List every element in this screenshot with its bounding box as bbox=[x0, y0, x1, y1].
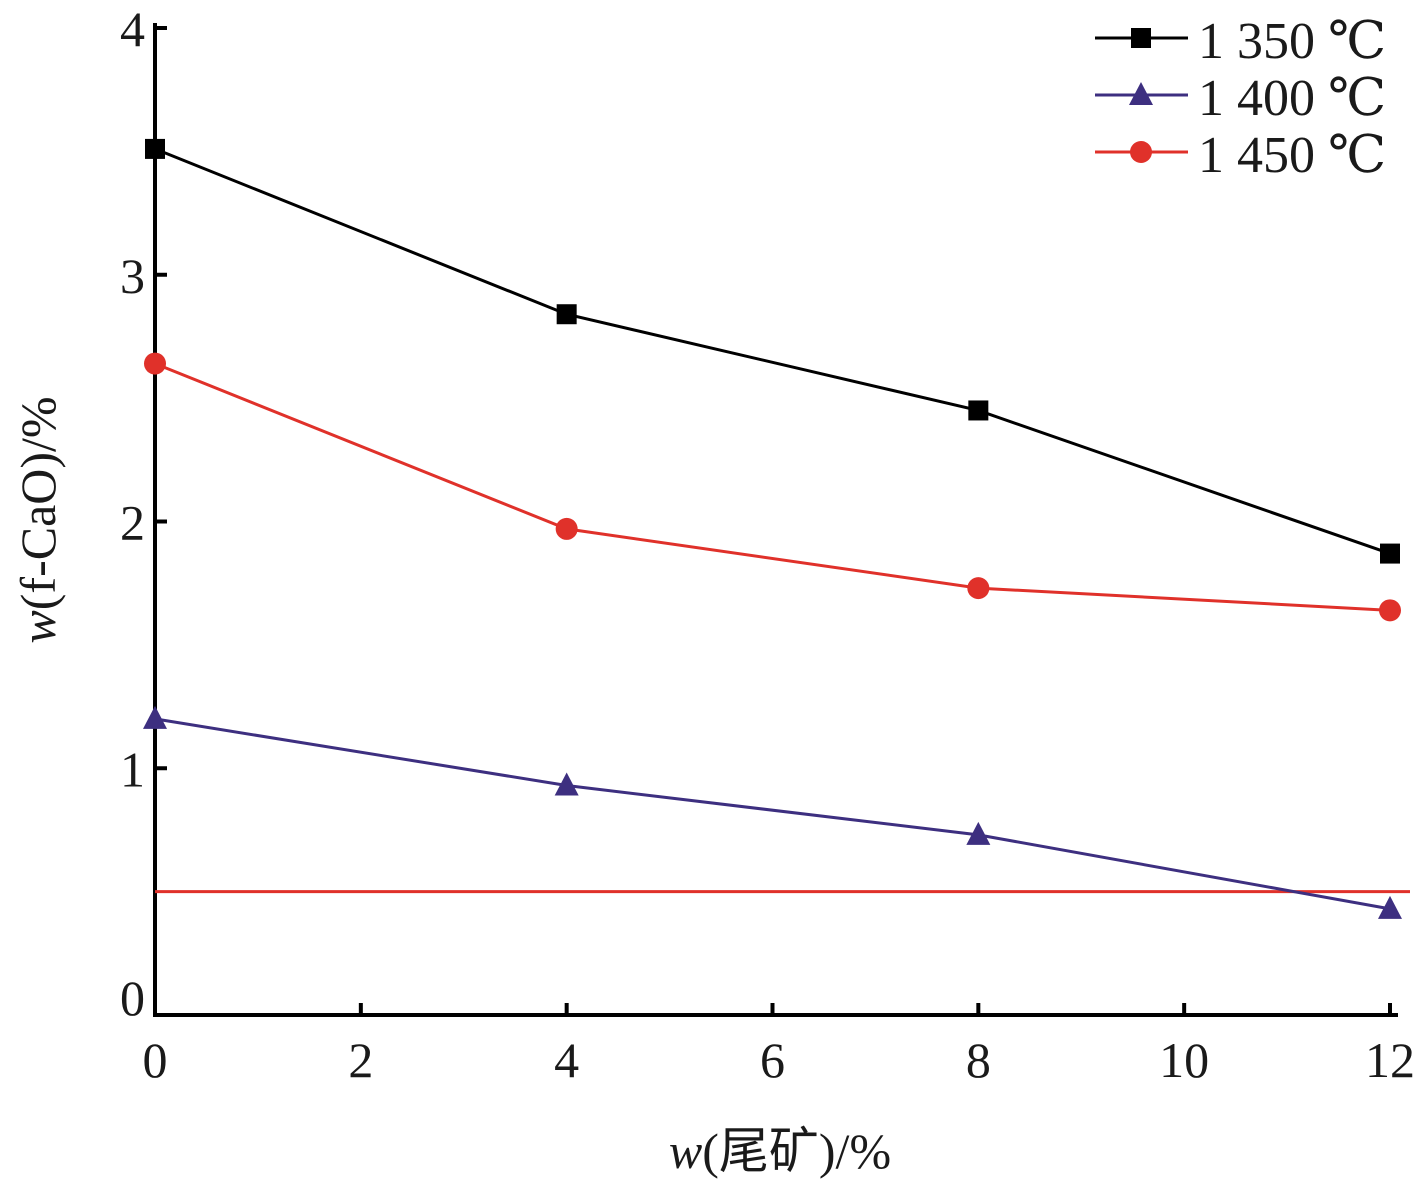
x-tick-label: 4 bbox=[554, 1032, 579, 1088]
marker-circle bbox=[144, 352, 166, 375]
marker-square bbox=[556, 304, 577, 325]
x-tick-label: 8 bbox=[966, 1032, 991, 1088]
marker-circle bbox=[967, 577, 990, 600]
legend-label: 1 450 ℃ bbox=[1198, 127, 1386, 184]
legend-item: 1 450 ℃ bbox=[1095, 127, 1386, 184]
legend-item: 1 400 ℃ bbox=[1095, 70, 1386, 127]
marker-triangle bbox=[966, 821, 991, 845]
y-tick-label: 1 bbox=[120, 741, 145, 797]
marker-circle bbox=[1130, 141, 1152, 163]
legend-item: 1 350 ℃ bbox=[1095, 13, 1386, 70]
marker-triangle bbox=[1129, 82, 1153, 105]
x-tick-label: 12 bbox=[1365, 1032, 1415, 1088]
y-tick-label: 0 bbox=[120, 970, 145, 1026]
y-axis-label: w(f-CaO)/% bbox=[10, 396, 66, 643]
series-line bbox=[154, 362, 1391, 612]
marker-square bbox=[1131, 28, 1151, 48]
y-tick-label: 4 bbox=[120, 1, 145, 57]
series-group bbox=[143, 138, 1402, 919]
series-triangle bbox=[143, 705, 1402, 919]
x-tick-label: 6 bbox=[760, 1032, 785, 1088]
series-square bbox=[145, 138, 1400, 564]
series-circle bbox=[144, 352, 1401, 622]
marker-triangle bbox=[554, 772, 579, 796]
legend-label: 1 400 ℃ bbox=[1198, 70, 1386, 127]
legend: 1 350 ℃1 400 ℃1 450 ℃ bbox=[1095, 13, 1386, 184]
marker-square bbox=[968, 400, 989, 421]
series-line bbox=[154, 147, 1391, 555]
marker-circle bbox=[1379, 599, 1401, 622]
legend-label: 1 350 ℃ bbox=[1198, 13, 1386, 70]
marker-square bbox=[1380, 543, 1400, 564]
marker-square bbox=[145, 138, 165, 159]
marker-circle bbox=[555, 517, 578, 540]
x-tick-label: 10 bbox=[1159, 1032, 1209, 1088]
y-tick-label: 3 bbox=[120, 248, 145, 304]
marker-triangle bbox=[1378, 895, 1402, 919]
x-axis-label: w(尾矿)/% bbox=[669, 1123, 891, 1179]
x-tick-label: 2 bbox=[348, 1032, 373, 1088]
y-tick-label: 2 bbox=[120, 495, 145, 551]
series-line bbox=[154, 717, 1391, 911]
x-tick-label: 0 bbox=[143, 1032, 168, 1088]
marker-triangle bbox=[143, 705, 167, 729]
